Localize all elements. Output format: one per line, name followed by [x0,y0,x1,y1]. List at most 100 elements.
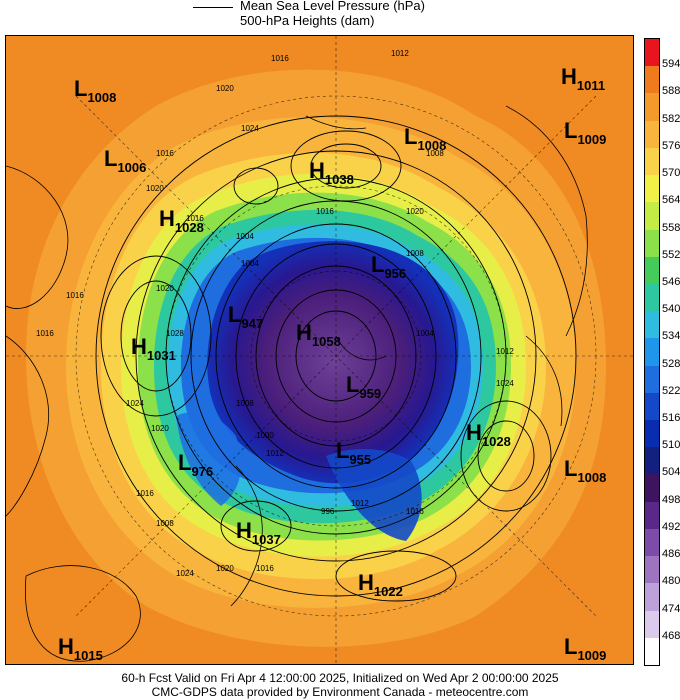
center-value: 959 [359,386,381,401]
colorbar-tick-label: 522 [662,384,680,397]
forecast-valid-time: 60-h Fcst Valid on Fri Apr 4 12:00:00 20… [121,671,559,685]
center-value: 1031 [147,348,176,363]
colorbar-swatch [645,338,659,367]
colorbar-tick-label: 528 [662,357,680,370]
center-value: 947 [241,316,263,331]
center-value: 1006 [117,160,146,175]
high-pressure-label: H1028 [159,206,204,235]
center-value: 1028 [482,434,511,449]
colorbar-swatch [645,283,659,312]
high-pressure-label: H1058 [296,320,341,349]
colorbar-tick-label: 540 [662,303,680,316]
colorbar-swatch [645,175,659,203]
isobar-value-label: 1020 [216,84,234,93]
isobar-value-label: 1016 [271,54,289,63]
colorbar-tick-label: 468 [662,629,680,642]
isobar-value-label: 1016 [406,507,424,516]
isobar-value-label: 1020 [406,207,424,216]
center-value: 955 [349,452,371,467]
isobar-value-label: 1012 [266,449,284,458]
trough-lobe-southwest [176,412,241,506]
isobar-value-label: 1012 [351,499,369,508]
high-pressure-label: H1038 [309,158,354,187]
low-pressure-label: L1008 [74,76,116,105]
low-pressure-label: L955 [336,438,371,467]
isobar-value-label: 1008 [236,399,254,408]
high-pressure-label: H1028 [466,420,511,449]
isobar-value-label: 1012 [496,347,514,356]
center-value: 1022 [374,584,403,599]
isobar-value-label: 1016 [136,489,154,498]
center-value: 1011 [577,78,605,93]
center-value: 1037 [252,532,281,547]
center-type: H [236,518,252,543]
center-type: L [564,456,577,481]
colorbar-swatch [645,202,659,230]
isobar-value-label: 1020 [151,424,169,433]
colorbar-tick-label: 552 [662,248,680,261]
low-pressure-label: L959 [346,372,381,401]
low-pressure-label: L1006 [104,146,146,175]
center-type: L [564,118,577,143]
center-type: H [561,64,577,89]
colorbar-tick-label: 474 [662,602,680,615]
colorbar-tick-label: 534 [662,330,680,343]
isobar-value-label: 1016 [36,329,54,338]
isobar-value-label: 1016 [186,214,204,223]
colorbar-swatch [645,583,659,612]
center-value: 1008 [417,138,446,153]
isobar-value-label: 1012 [391,49,409,58]
colorbar-swatch [645,256,659,285]
polar-vortex-core [207,241,459,484]
isobar-labels: 1016 1012 1020 1024 1008 1016 1020 1016 1004 1016… [36,49,514,578]
legend-mslp-label: Mean Sea Level Pressure (hPa) [240,0,425,13]
center-value: 1008 [87,90,116,105]
isobar-value-label: 1024 [176,569,194,578]
colorbar-swatch [645,501,659,530]
center-type: H [58,634,74,659]
center-type: L [564,634,577,659]
center-type: L [74,76,87,101]
isobar-value-label: 1024 [496,379,514,388]
colorbar-swatch [645,311,659,339]
center-type: L [178,450,191,475]
high-pressure-label: H1031 [131,334,176,363]
legend-line-sample [193,7,233,8]
graticule [6,36,633,664]
colorbar-swatch [645,120,659,149]
chart-header: Mean Sea Level Pressure (hPa) 500-hPa He… [0,0,680,32]
trough-lobe-south [326,449,422,541]
colorbar-tick-label: 486 [662,548,680,561]
center-type: H [131,334,147,359]
colorbar-swatch [645,610,659,639]
isobar-value-label: 1020 [156,284,174,293]
coastlines [6,105,588,662]
colorbar-swatch [645,528,659,557]
center-type: L [404,124,417,149]
high-pressure-label: H1011 [561,64,605,93]
colorbar-tick-label: 570 [662,167,680,180]
high-pressure-label: H1037 [236,518,281,547]
center-value: 956 [384,266,406,281]
colorbar-swatch [645,365,659,394]
legend-height-label: 500-hPa Heights (dam) [240,13,375,28]
center-value: 1038 [325,172,354,187]
map-canvas: 1016 1012 1020 1024 1008 1016 1020 1016 1004 1016… [6,36,633,664]
center-value: 1028 [175,220,204,235]
low-pressure-label: L1008 [404,124,446,153]
low-pressure-label: L947 [228,302,263,331]
colorbar-tick-label: 504 [662,466,680,479]
center-type: H [466,420,482,445]
center-type: H [358,570,374,595]
center-value: 1058 [312,334,341,349]
isobar-value-label: 1004 [241,259,259,268]
center-value: 1009 [577,132,606,147]
map-panel: 1016 1012 1020 1024 1008 1016 1020 1016 1004 1016… [5,35,634,665]
center-value: 1015 [74,648,103,663]
colorbar-tick-label: 582 [662,112,680,125]
colorbar-tick-label: 510 [662,439,680,452]
height-colorbar [644,38,660,666]
isobar-value-label: 1020 [146,184,164,193]
colorbar-tick-label: 588 [662,85,680,98]
colorbar-tick-label: 480 [662,575,680,588]
